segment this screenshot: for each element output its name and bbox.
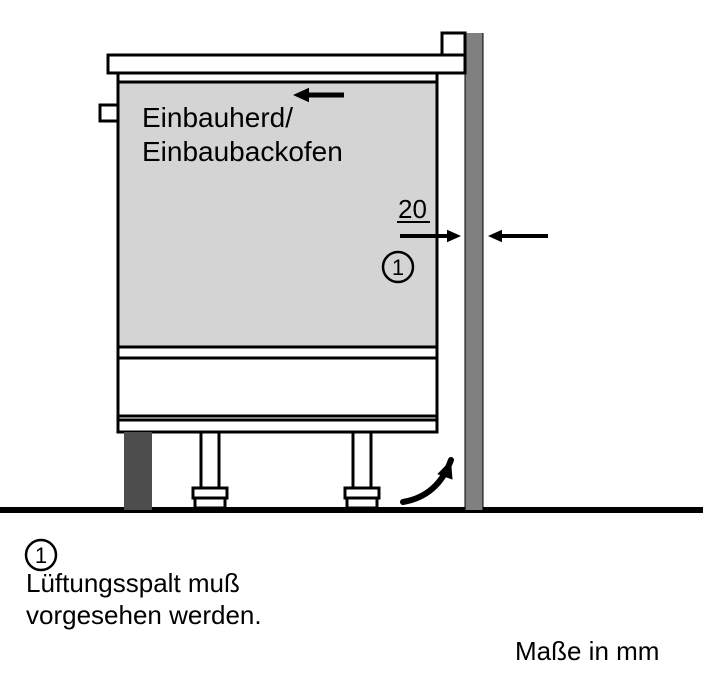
cooktop [108, 55, 465, 73]
airflow-bottom-arrow [403, 460, 451, 502]
oven-handle [100, 105, 118, 121]
caption-line1: Lüftungsspalt muß [26, 568, 240, 598]
callout-number: 1 [392, 255, 404, 280]
installation-diagram: Einbauherd/Einbaubackofen2011Lüftungsspa… [0, 0, 703, 681]
plinth [118, 420, 437, 432]
units-label: Maße in mm [515, 636, 659, 666]
cabinet-foot [124, 432, 152, 510]
caption-number: 1 [35, 543, 47, 568]
drawer [118, 358, 437, 416]
gap-dimension-value: 20 [398, 194, 427, 224]
wall [465, 33, 483, 510]
oven-label-line2: Einbaubackofen [142, 136, 343, 167]
caption-line2: vorgesehen werden. [26, 600, 262, 630]
oven-label-line1: Einbauherd/ [142, 102, 293, 133]
cooktop-control [442, 33, 465, 55]
